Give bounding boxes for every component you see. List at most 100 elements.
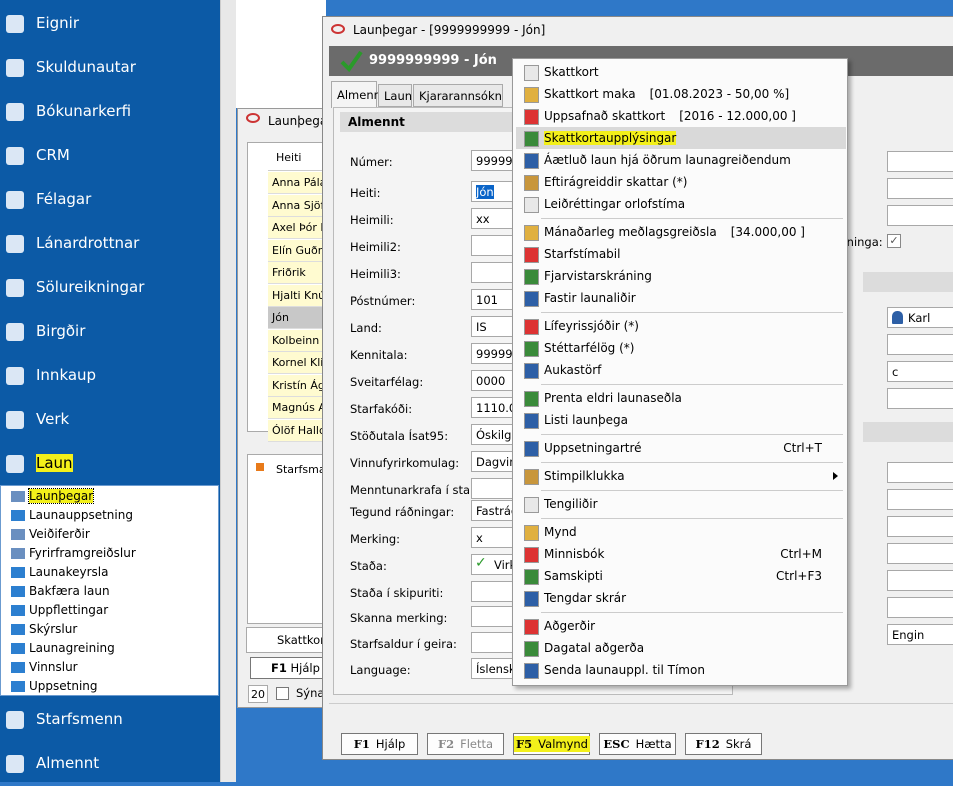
text-input[interactable] bbox=[887, 489, 953, 510]
grid-row[interactable]: Kolbeinn A bbox=[268, 329, 338, 352]
grid-row[interactable]: Ólöf Halldó bbox=[268, 419, 338, 442]
menu-item[interactable]: Fjarvistarskráning bbox=[516, 265, 846, 287]
menu-label: Minnisbók bbox=[544, 547, 605, 561]
tree-item[interactable]: Fyrirframgreiðslur bbox=[5, 544, 136, 563]
grid-row[interactable]: Axel Þór K bbox=[268, 217, 338, 239]
menu-item[interactable]: Mynd bbox=[516, 521, 846, 543]
menu-item[interactable]: Stéttarfélög (*) bbox=[516, 337, 846, 359]
menu-item[interactable]: Uppsetningartré Ctrl+T bbox=[516, 437, 846, 459]
text-input[interactable] bbox=[887, 178, 953, 199]
menu-item[interactable]: Skattkortaupplýsingar bbox=[516, 127, 846, 149]
grid-row[interactable]: Kristín Ágú bbox=[268, 374, 338, 397]
field-label: Sveitarfélag: bbox=[350, 375, 424, 389]
nav-item[interactable]: Innkaup bbox=[0, 354, 220, 398]
menu-item[interactable]: Listi launþega bbox=[516, 409, 846, 431]
grid-row[interactable]: Hjalti Knút bbox=[268, 284, 338, 307]
tree-item[interactable]: Uppsetning bbox=[5, 677, 98, 696]
text-input[interactable] bbox=[887, 516, 953, 537]
nav-item[interactable]: Bókunarkerfi bbox=[0, 90, 220, 134]
tree-item[interactable]: Launþegar bbox=[5, 487, 95, 506]
nav-item[interactable]: Birgðir bbox=[0, 310, 220, 354]
menu-item[interactable]: Lífeyrissjóðir (*) bbox=[516, 315, 846, 337]
grid-row[interactable]: Elín Guðmu bbox=[268, 239, 338, 262]
button[interactable]: F1 Hjálp bbox=[341, 733, 418, 755]
menu-item[interactable]: Skattkort maka [01.08.2023 - 50,00 %] bbox=[516, 83, 846, 105]
text-input[interactable] bbox=[887, 462, 953, 483]
grid-row[interactable]: Magnús Ax bbox=[268, 397, 338, 419]
menu-item[interactable]: Skattkort bbox=[516, 61, 846, 83]
tree-item[interactable]: Bakfæra laun bbox=[5, 582, 110, 601]
menu-item[interactable]: Aukastörf bbox=[516, 359, 846, 381]
grid-row[interactable]: Friðrik bbox=[268, 262, 338, 284]
menu-item[interactable]: Tengiliðir bbox=[516, 493, 846, 515]
text-input[interactable]: Engin bbox=[887, 624, 953, 645]
button[interactable]: F5 Valmynd bbox=[513, 733, 590, 755]
grid-row[interactable]: Kornel Klim bbox=[268, 352, 338, 374]
nav-item[interactable]: CRM bbox=[0, 134, 220, 178]
menu-icon bbox=[524, 619, 539, 635]
menu-item[interactable]: Samskipti Ctrl+F3 bbox=[516, 565, 846, 587]
menu-item[interactable]: Tengdar skrár bbox=[516, 587, 846, 609]
text-input[interactable]: Karl bbox=[887, 307, 953, 328]
menu-label: Fjarvistarskráning bbox=[544, 269, 652, 283]
tree-item[interactable]: Veiðiferðir bbox=[5, 525, 90, 544]
tree-item[interactable]: Skýrslur bbox=[5, 620, 77, 639]
tree-item[interactable]: Vinnslur bbox=[5, 658, 78, 677]
menu-item[interactable]: Áætluð laun hjá öðrum launagreiðendum bbox=[516, 149, 846, 171]
tree-item[interactable]: Uppflettingar bbox=[5, 601, 108, 620]
text-input[interactable] bbox=[887, 388, 953, 409]
button[interactable]: F1 Hjálp bbox=[250, 657, 330, 679]
tab[interactable]: Almennt bbox=[331, 81, 385, 108]
text-input[interactable] bbox=[887, 543, 953, 564]
button[interactable]: F12 Skrá bbox=[685, 733, 762, 755]
nav-item[interactable]: Lánardrottnar bbox=[0, 222, 220, 266]
field-label: Heiti: bbox=[350, 186, 381, 200]
checkbox[interactable]: ✓ bbox=[887, 234, 901, 248]
tree-label: Bakfæra laun bbox=[29, 584, 110, 598]
text-input[interactable]: c bbox=[887, 361, 953, 382]
menu-item[interactable]: Senda launauppl. til Tímon bbox=[516, 659, 846, 681]
tab[interactable]: Laun bbox=[378, 84, 412, 107]
menu-icon bbox=[524, 319, 539, 335]
menu-icon bbox=[524, 591, 539, 607]
menu-item[interactable]: Prenta eldri launaseðla bbox=[516, 387, 846, 409]
menu-item[interactable]: Starfstímabil bbox=[516, 243, 846, 265]
tab[interactable]: Kjararannsókn bbox=[413, 84, 503, 107]
tree-item[interactable]: Launakeyrsla bbox=[5, 563, 108, 582]
menu-label: Uppsafnað skattkort bbox=[544, 109, 666, 123]
nav-item[interactable]: Starfsmenn bbox=[0, 698, 220, 742]
nav-item[interactable]: Félagar bbox=[0, 178, 220, 222]
nav-item[interactable]: Almennt bbox=[0, 742, 220, 786]
nav-item[interactable]: Verk bbox=[0, 398, 220, 442]
menu-item[interactable]: Stimpilklukka bbox=[516, 465, 846, 487]
grid-row[interactable]: Anna Pála bbox=[268, 172, 338, 194]
nav-item[interactable]: Eignir bbox=[0, 2, 220, 46]
grid-row[interactable]: Jón bbox=[268, 307, 338, 329]
button[interactable]: ESC Hætta bbox=[599, 733, 676, 755]
text-input[interactable] bbox=[887, 597, 953, 618]
menu-item[interactable]: Eftirágreiddir skattar (*) bbox=[516, 171, 846, 193]
menu-icon bbox=[524, 441, 539, 457]
text-input[interactable] bbox=[887, 205, 953, 226]
menu-item[interactable]: Fastir launaliðir bbox=[516, 287, 846, 309]
menu-item[interactable]: Dagatal aðgerða bbox=[516, 637, 846, 659]
nav-item[interactable]: Skuldunautar bbox=[0, 46, 220, 90]
nav-label: Lánardrottnar bbox=[36, 234, 140, 252]
menu-item[interactable]: Mánaðarleg meðlagsgreiðsla [34.000,00 ] bbox=[516, 221, 846, 243]
tree-item[interactable]: Launauppsetning bbox=[5, 506, 133, 525]
text-input[interactable] bbox=[887, 334, 953, 355]
menu-icon bbox=[524, 469, 539, 485]
menu-item[interactable]: Aðgerðir bbox=[516, 615, 846, 637]
menu-item[interactable]: Uppsafnað skattkort [2016 - 12.000,00 ] bbox=[516, 105, 846, 127]
checkbox[interactable] bbox=[276, 687, 289, 700]
separator bbox=[541, 434, 843, 435]
tree-item[interactable]: Launagreining bbox=[5, 639, 115, 658]
menu-item[interactable]: Minnisbók Ctrl+M bbox=[516, 543, 846, 565]
grid-row[interactable]: Anna Sjöfn bbox=[268, 194, 338, 217]
nav-item[interactable]: Laun bbox=[0, 442, 220, 486]
text-input[interactable] bbox=[887, 151, 953, 172]
key: F2 bbox=[437, 737, 455, 751]
text-input[interactable] bbox=[887, 570, 953, 591]
nav-item[interactable]: Sölureikningar bbox=[0, 266, 220, 310]
menu-item[interactable]: Leiðréttingar orlofstíma bbox=[516, 193, 846, 215]
